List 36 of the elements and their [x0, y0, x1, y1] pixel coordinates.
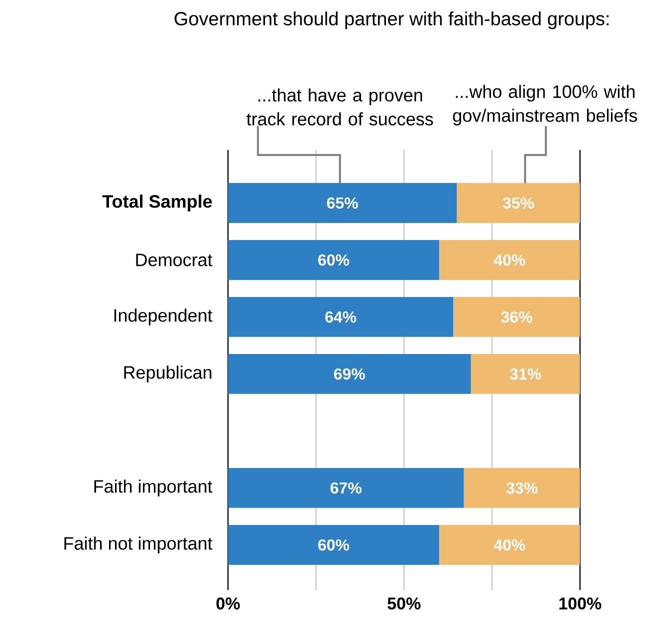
data-label: 60%	[318, 539, 350, 551]
data-label: 60%	[318, 254, 350, 266]
bar	[228, 525, 440, 565]
data-label: 40%	[494, 254, 526, 266]
data-label: 36%	[501, 311, 532, 323]
x-tick-label: 50%	[388, 598, 420, 610]
text: ...who align 100% with gov/mainstream beliefs	[453, 84, 638, 126]
bar	[439, 525, 580, 565]
data-label: 67%	[330, 482, 362, 494]
bar	[228, 468, 464, 508]
x-tick-label: 100%	[559, 598, 602, 610]
data-label: 31%	[510, 368, 541, 380]
x-tick-label: 0%	[216, 598, 240, 610]
bar	[470, 354, 580, 394]
text: ...that have a proven track record of success	[246, 88, 434, 126]
data-label: 33%	[506, 482, 538, 494]
bar	[228, 354, 471, 394]
bar	[228, 297, 454, 337]
bar	[439, 240, 580, 280]
bar	[228, 240, 440, 280]
data-label: 65%	[327, 197, 358, 209]
y-tick-label: Faith important	[94, 480, 212, 496]
y-tick-label: Republican	[124, 366, 212, 382]
y-tick-label: Independent	[114, 308, 212, 326]
y-tick-label: Democrat	[136, 254, 212, 266]
data-label: 40%	[494, 539, 526, 551]
chart-title: Government should partner with faith-based groups:	[174, 12, 609, 30]
bar	[228, 183, 457, 223]
data-label: 69%	[334, 368, 365, 380]
bar	[456, 183, 580, 223]
bar	[464, 468, 580, 508]
y-tick-label: Faith not important	[64, 536, 212, 554]
y-tick-label: Total Sample	[102, 194, 212, 212]
bar	[453, 297, 580, 337]
data-label: 35%	[502, 197, 534, 209]
data-label: 64%	[325, 311, 356, 323]
